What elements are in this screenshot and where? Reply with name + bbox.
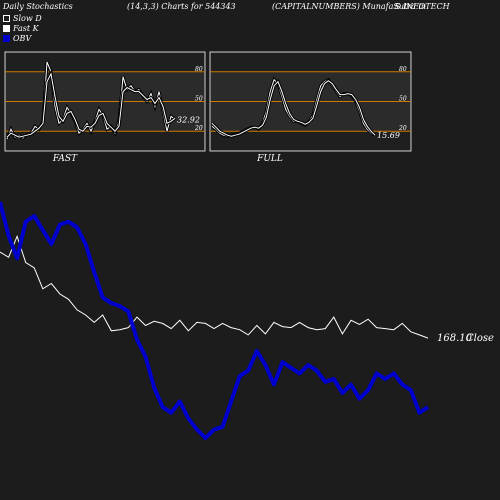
company-name: S INFOTECH bbox=[395, 2, 450, 11]
panel-1-level-label-20: 20 bbox=[398, 125, 407, 132]
panel-0-level-label-20: 20 bbox=[194, 125, 203, 132]
panel-0-last-value-label: 32.92 bbox=[177, 115, 200, 124]
panel-0-series-0-line bbox=[6, 61, 176, 140]
panel-1-level-label-50: 50 bbox=[399, 96, 407, 103]
legend-item-fast-k: Fast K bbox=[3, 23, 42, 33]
panel-0-level-label-50: 50 bbox=[195, 96, 203, 103]
chart-type-label: Daily Stochastics bbox=[3, 2, 73, 11]
panel-1-level-label-80: 80 bbox=[399, 66, 407, 73]
panel-0-name-label: FAST bbox=[52, 154, 78, 164]
legend-label-slow-d: Slow D bbox=[13, 13, 42, 23]
fast-k-swatch-icon bbox=[3, 24, 10, 32]
legend-label-fast-k: Fast K bbox=[13, 23, 39, 33]
panel-0-series-1-line bbox=[6, 72, 176, 138]
panel-1-name-label: FULL bbox=[256, 154, 283, 164]
chart-params-label: (14,3,3) Charts for 544343 bbox=[127, 2, 236, 11]
slow-d-swatch-icon bbox=[3, 14, 10, 22]
panel-0-level-label-80: 80 bbox=[195, 66, 203, 73]
price-line bbox=[0, 234, 429, 339]
panel-0-oversold-zone bbox=[6, 131, 204, 150]
close-word-label: Close bbox=[466, 333, 494, 344]
panel-1-last-value-label: 15.69 bbox=[377, 131, 400, 140]
legend-item-slow-d: Slow D bbox=[3, 13, 42, 23]
panel-1-series-1-line bbox=[211, 80, 376, 137]
legend-label-obv: OBV bbox=[13, 33, 32, 43]
site-title: (CAPITALNUMBERS) MunafaSutra.in bbox=[272, 2, 427, 11]
legend-item-obv: OBV bbox=[3, 33, 42, 43]
panel-0-overbought-zone bbox=[6, 53, 204, 72]
close-value-label: 168.10 bbox=[437, 333, 473, 344]
obv-line bbox=[0, 201, 430, 440]
panel-1-overbought-zone bbox=[211, 53, 410, 72]
panel-1-oversold-zone bbox=[211, 131, 410, 150]
obv-swatch-icon bbox=[3, 34, 10, 42]
legend: Slow D Fast K OBV bbox=[3, 13, 42, 43]
